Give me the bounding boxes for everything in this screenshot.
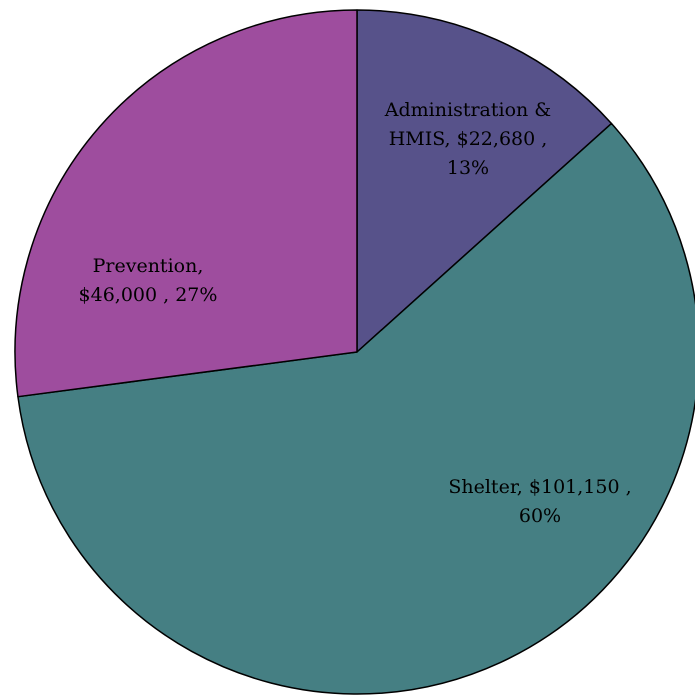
pie-slice-administration-hmis xyxy=(356,9,613,353)
slice-label-prevention: Prevention, $46,000 , 27% xyxy=(79,255,218,306)
pie-labels: Administration & HMIS, $22,680 , 13% Shelte… xyxy=(79,99,632,527)
slice-label-line: 60% xyxy=(519,505,561,527)
slice-label-line: HMIS, $22,680 , xyxy=(389,128,548,150)
slice-label-line: Shelter, $101,150 , xyxy=(448,476,631,498)
pie-slice-shelter xyxy=(17,122,695,695)
slice-label-line: Administration & xyxy=(384,99,552,121)
slice-label-administration-hmis: Administration & HMIS, $22,680 , 13% xyxy=(384,99,552,179)
pie-slice-prevention xyxy=(14,9,358,398)
slice-label-line: $46,000 , 27% xyxy=(79,284,218,306)
slice-label-shelter: Shelter, $101,150 , 60% xyxy=(448,476,631,527)
slice-label-line: Prevention, xyxy=(93,255,204,277)
pie-slices xyxy=(14,9,695,695)
slice-label-line: 13% xyxy=(447,157,489,179)
